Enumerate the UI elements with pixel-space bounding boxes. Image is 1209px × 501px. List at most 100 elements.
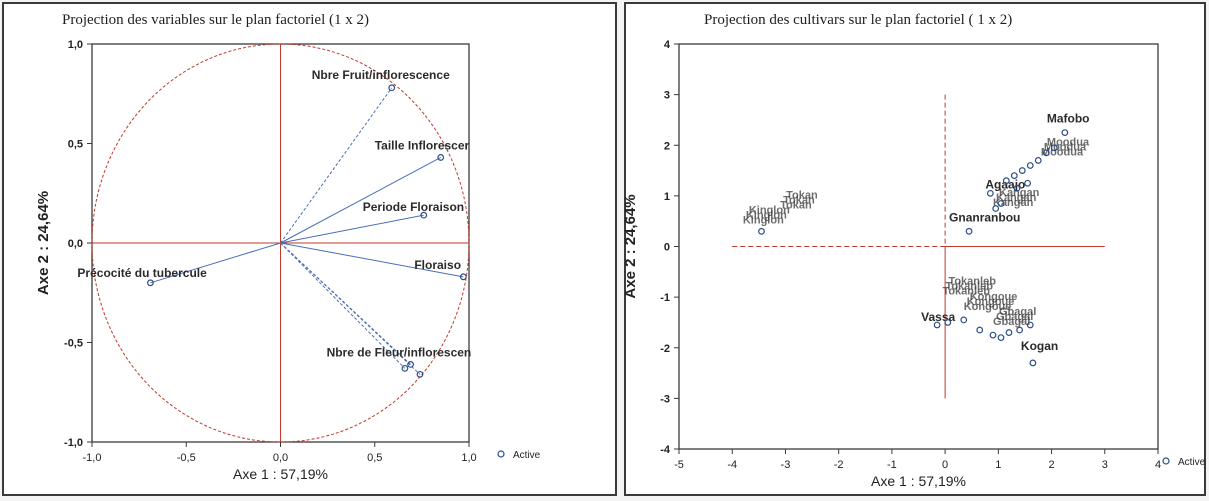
x-tick-label: -0,5 xyxy=(177,452,196,464)
cultivar-label-cluster: Kongoue xyxy=(967,296,1015,308)
y-tick-label: -1 xyxy=(660,292,670,304)
cultivar-point xyxy=(986,189,994,197)
variable-vector xyxy=(280,214,424,244)
y-tick-label: -4 xyxy=(660,444,671,456)
cultivar-point xyxy=(1061,129,1069,136)
x-tick-label: 0,5 xyxy=(367,452,382,464)
cultivar-point xyxy=(1050,144,1058,152)
x-tick-label: -2 xyxy=(834,459,844,471)
x-tick-label: 0 xyxy=(942,459,948,471)
cultivar-point xyxy=(1026,321,1034,329)
x-tick-label: -3 xyxy=(781,459,791,471)
variables-panel: Projection des variables sur le plan fac… xyxy=(2,2,617,496)
cultivar-point xyxy=(965,227,973,235)
x-axis-label: Axe 1 : 57,19% xyxy=(233,466,328,482)
x-axis-label: Axe 1 : 57,19% xyxy=(871,473,966,489)
y-tick-label: 2 xyxy=(664,140,670,152)
variable-label: Nbre de Fleur/inflorescen xyxy=(327,345,472,359)
y-tick-label: 1 xyxy=(664,191,670,203)
legend-label: Active xyxy=(513,450,541,461)
cultivar-point xyxy=(1024,179,1032,187)
variable-label: Periode Floraison xyxy=(363,200,464,214)
legend-marker xyxy=(497,450,505,458)
cultivar-point xyxy=(1018,167,1026,174)
cultivar-label-cluster: Tokanleb xyxy=(942,286,990,298)
variable-point xyxy=(437,154,445,161)
x-tick-label: 2 xyxy=(1048,459,1054,471)
cultivar-point xyxy=(989,331,997,339)
legend-label: Active xyxy=(1178,457,1206,468)
variable-vector xyxy=(280,242,421,375)
variable-point xyxy=(401,364,409,372)
cultivar-label-cluster: Kinglon xyxy=(746,210,787,222)
cultivar-point xyxy=(758,227,765,235)
variable-label: Nbre Fruit/inflorescence xyxy=(312,68,450,82)
y-tick-label: 3 xyxy=(664,90,670,102)
variables-chart-title: Projection des variables sur le plan fac… xyxy=(62,12,369,28)
cultivar-label-cluster: Kinglon xyxy=(749,205,790,217)
cultivar-point xyxy=(1002,177,1010,185)
cultivar-label-cluster: Tokan xyxy=(783,195,815,207)
cultivar-point xyxy=(1042,149,1050,157)
cultivar-point xyxy=(1010,172,1018,180)
variable-point xyxy=(420,211,428,219)
x-tick-label: 3 xyxy=(1102,459,1108,471)
y-tick-label: -0,5 xyxy=(64,338,83,350)
cultivar-point xyxy=(1013,184,1021,192)
cultivar-point xyxy=(1034,157,1042,164)
variable-vector xyxy=(280,242,406,369)
y-tick-label: 0 xyxy=(664,242,670,254)
x-tick-label: 1,0 xyxy=(461,452,476,464)
variable-vector xyxy=(150,242,281,284)
cultivar-label-cluster: Moodua xyxy=(1047,136,1090,148)
y-tick-label: 0,0 xyxy=(68,238,83,250)
cultivar-label: Mafobo xyxy=(1047,112,1090,126)
y-axis-label: Axe 2 : 24,64% xyxy=(622,194,639,298)
cultivar-point xyxy=(1005,329,1013,336)
variable-vector xyxy=(280,242,464,278)
cultivar-point xyxy=(1026,162,1034,169)
cultivar-label-cluster: Kongoue xyxy=(964,301,1012,313)
cultivar-label-cluster: Kangan xyxy=(996,192,1037,204)
variable-point xyxy=(459,273,467,281)
variable-point xyxy=(147,279,154,287)
variable-vector xyxy=(280,87,393,244)
cultivar-point xyxy=(960,316,968,324)
variable-label: Précocité du tubercule xyxy=(77,266,207,280)
x-tick-label: 4 xyxy=(1155,459,1161,471)
x-tick-label: 0,0 xyxy=(273,452,288,464)
cultivar-point xyxy=(997,334,1005,342)
cultivar-label: Agaajo xyxy=(985,177,1025,191)
variables-chart: -1,0 -0,5 0,0 0,5 1,0 -1,0 -0,5 0,0 0,5 1,0 Axe 1 … xyxy=(35,39,541,482)
cultivar-label-cluster: Gbagal xyxy=(993,316,1030,328)
cultivar-label-cluster: Tokan xyxy=(786,190,818,202)
variable-label: Floraiso xyxy=(414,258,461,272)
legend-marker xyxy=(1162,457,1170,465)
cultivar-label-cluster: Kangan xyxy=(999,187,1040,199)
variable-point xyxy=(388,84,396,92)
cultivar-label-cluster: Gbagal xyxy=(996,311,1033,323)
variable-vector xyxy=(280,156,441,244)
cultivar-label: Gnanranbou xyxy=(949,210,1020,224)
y-tick-label: 1,0 xyxy=(68,39,83,51)
cultivars-chart-title: Projection des cultivars sur le plan fac… xyxy=(704,12,1013,28)
cultivar-label-cluster: Kinglon xyxy=(743,215,784,227)
cultivars-panel: Projection des cultivars sur le plan fac… xyxy=(622,2,1206,496)
cultivar-label-cluster: Gbagal xyxy=(999,306,1036,318)
cultivar-point xyxy=(992,205,1000,212)
y-tick-label: 0,5 xyxy=(68,139,83,151)
variable-label: Taille Inflorescer xyxy=(375,138,470,152)
cultivar-point xyxy=(1016,326,1024,334)
cultivar-point xyxy=(1029,359,1037,367)
cultivar-point xyxy=(976,326,984,334)
x-tick-label: -1 xyxy=(887,459,897,471)
cultivar-label-cluster: Tokanleb xyxy=(948,276,996,288)
cultivar-point xyxy=(997,200,1005,207)
x-tick-label: 1 xyxy=(995,459,1001,471)
cultivar-label: Kogan xyxy=(1021,339,1058,353)
y-axis-label: Axe 2 : 24,64% xyxy=(35,191,52,295)
cultivar-label: Vassa xyxy=(921,310,955,324)
cultivar-label-cluster: Tokan xyxy=(780,200,812,212)
x-tick-label: -1,0 xyxy=(83,452,102,464)
